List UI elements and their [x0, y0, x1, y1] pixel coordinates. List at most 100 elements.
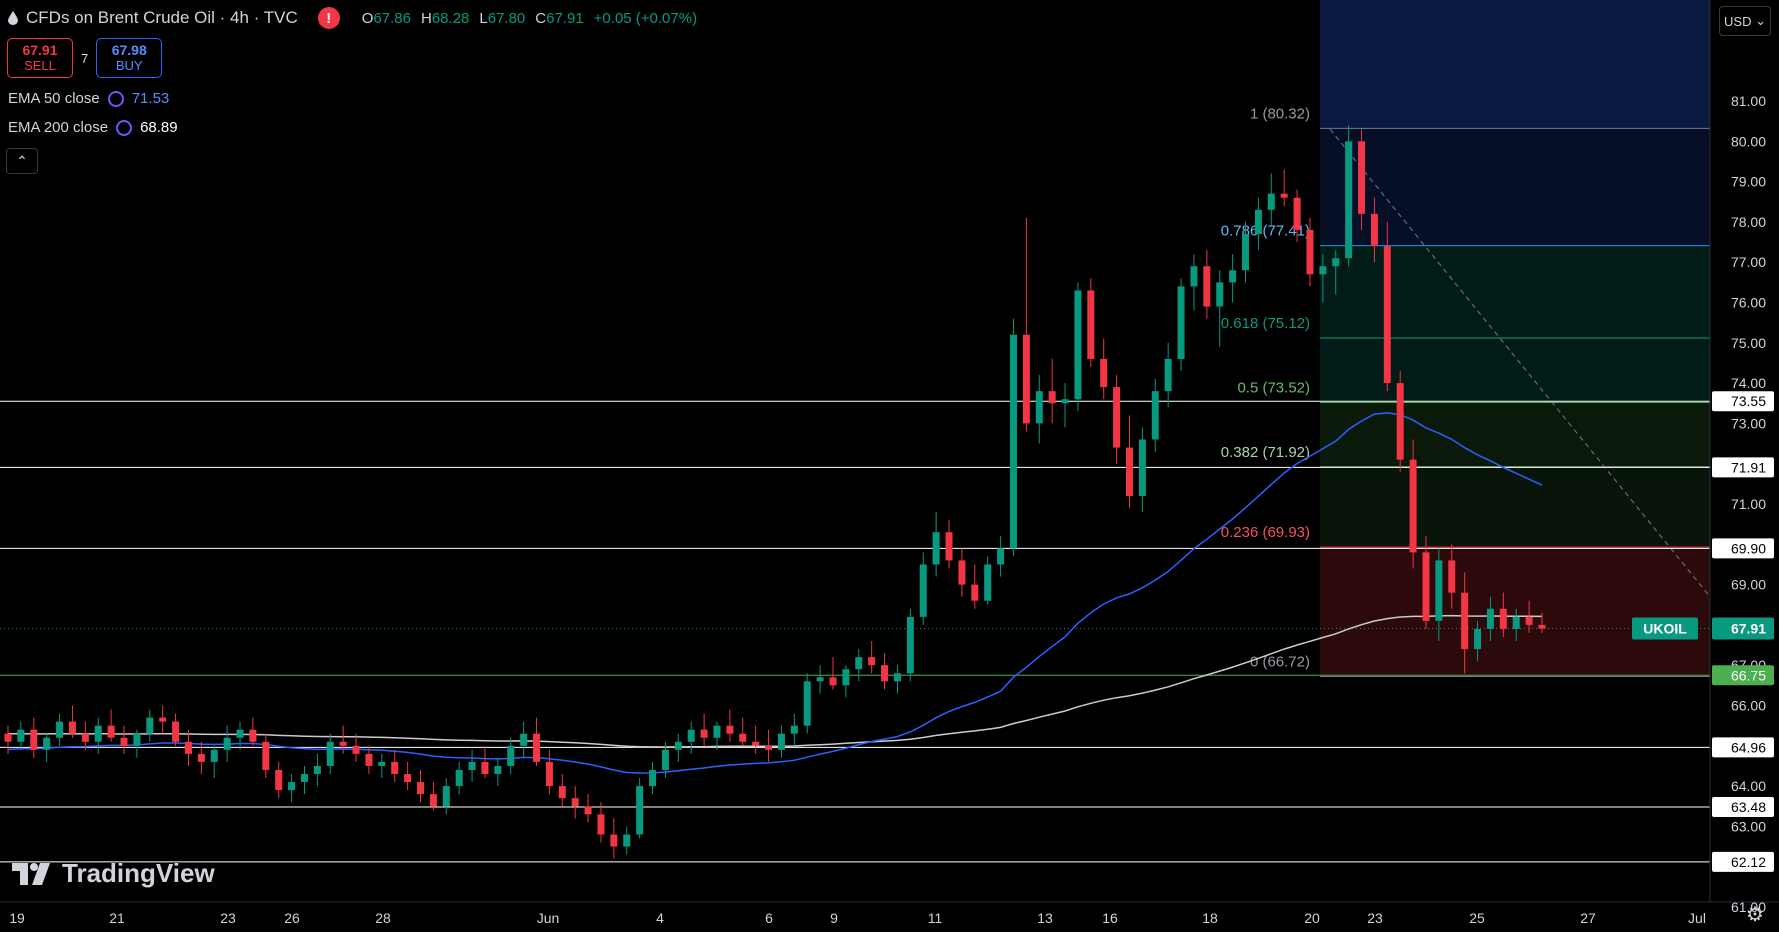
candle-body	[1242, 233, 1250, 271]
y-tick-label: 75.00	[1731, 335, 1766, 351]
candle-body	[1358, 141, 1366, 214]
candle-body	[1332, 258, 1340, 267]
candle-body	[687, 729, 695, 742]
y-tick-label: 69.00	[1731, 577, 1766, 593]
candle-body	[1254, 209, 1262, 234]
symbol-title[interactable]: CFDs on Brent Crude Oil · 4h · TVC	[26, 8, 298, 27]
candle-body	[1138, 439, 1146, 496]
candle-body	[829, 677, 837, 686]
indicator-ema200[interactable]: EMA 200 close 68.89	[8, 119, 178, 136]
candle-body	[391, 761, 399, 775]
indicator-ema50[interactable]: EMA 50 close 71.53	[8, 90, 169, 107]
candle-body	[584, 806, 592, 815]
refresh-icon[interactable]	[107, 90, 124, 107]
y-tick-label: 74.00	[1731, 375, 1766, 391]
candle-body	[1074, 290, 1082, 400]
candle-body	[984, 564, 992, 601]
candle-body	[417, 782, 425, 795]
candle-body	[159, 717, 167, 722]
x-tick-label: 21	[109, 910, 125, 926]
candle-body	[777, 733, 785, 750]
last-price-tag	[1712, 617, 1774, 640]
chevron-up-icon[interactable]: ⌃	[6, 148, 38, 174]
level-price-label: 63.48	[1731, 799, 1766, 815]
fib-zone	[1320, 128, 1710, 246]
sell-label: SELL	[24, 58, 56, 73]
level-price-tag	[1712, 457, 1774, 478]
candle-body	[958, 560, 966, 585]
candle-body	[288, 782, 296, 791]
tradingview-logo-icon	[12, 862, 50, 885]
candle-body	[262, 741, 270, 770]
candle-body	[133, 733, 141, 746]
candle-body	[1448, 560, 1456, 593]
indicator-value: 71.53	[131, 90, 170, 107]
trend-line[interactable]	[1329, 128, 1711, 598]
candle-body	[107, 725, 115, 738]
candle-body	[1177, 286, 1185, 359]
candle-body	[223, 737, 231, 750]
candle-body	[1293, 197, 1301, 230]
level-price-label: 73.55	[1731, 393, 1766, 409]
refresh-icon[interactable]	[116, 119, 133, 136]
candle-body	[1486, 608, 1494, 629]
candle-body	[571, 798, 579, 807]
candle-body	[1048, 391, 1056, 404]
sell-price: 67.91	[22, 42, 58, 58]
level-price-label: 71.91	[1731, 459, 1766, 475]
candle-body	[520, 733, 528, 746]
y-tick-label: 66.00	[1731, 698, 1766, 714]
candle-body	[1087, 290, 1095, 359]
currency-select[interactable]: USD ⌄	[1719, 6, 1771, 36]
candle-body	[1512, 616, 1520, 629]
candle-body	[30, 729, 38, 750]
candle-body	[481, 761, 489, 775]
candle-body	[1306, 229, 1314, 275]
candle-body	[442, 786, 450, 807]
candle-body	[197, 753, 205, 762]
buy-button[interactable]: 67.98 BUY	[96, 38, 163, 78]
candle-body	[816, 677, 824, 682]
close-value: 67.91	[546, 9, 584, 27]
candle-body	[739, 733, 747, 742]
y-tick-label: 73.00	[1731, 415, 1766, 431]
level-price-tag	[1712, 665, 1774, 686]
open-value: 67.86	[373, 9, 411, 27]
high-value: 68.28	[431, 9, 470, 27]
level-price-tag	[1712, 538, 1774, 559]
x-tick-label: 13	[1037, 910, 1053, 926]
candle-body	[4, 733, 12, 742]
candle-body	[726, 725, 734, 734]
candle-body	[932, 532, 940, 565]
symbol-label: UKOIL	[1643, 621, 1687, 637]
indicator-label: EMA 200 close	[8, 119, 109, 136]
ohlc-readout: O67.86 H68.28 L67.80 C67.91 +0.05 (+0.07…	[361, 9, 698, 27]
settings-gear-icon[interactable]: ⚙	[1746, 903, 1764, 926]
candle-body	[365, 753, 373, 766]
candle-body	[1538, 624, 1546, 629]
indicator-value: 68.89	[140, 119, 178, 136]
candle-body	[455, 769, 463, 787]
candle-body	[597, 814, 605, 835]
indicator-label: EMA 50 close	[8, 90, 100, 107]
candle-body	[1345, 141, 1353, 259]
sell-button[interactable]: 67.91 SELL	[7, 38, 73, 78]
fib-level-label: 0.618 (75.12)	[1221, 315, 1310, 332]
fib-level-label: 0.382 (71.92)	[1221, 444, 1310, 461]
candle-body	[842, 669, 850, 686]
level-price-tag	[1712, 391, 1774, 412]
candle-body	[674, 741, 682, 750]
x-tick-label: 26	[284, 910, 300, 926]
candle-body	[545, 761, 553, 787]
candle-body	[971, 584, 979, 601]
low-value: 67.80	[487, 9, 526, 27]
fib-zone	[1320, 245, 1710, 338]
oil-drop-icon	[8, 11, 18, 25]
candle-body	[713, 725, 721, 738]
candle-body	[1267, 193, 1275, 210]
warning-icon[interactable]: !	[317, 7, 340, 29]
buy-label: BUY	[115, 58, 143, 73]
candle-body	[1383, 246, 1391, 384]
